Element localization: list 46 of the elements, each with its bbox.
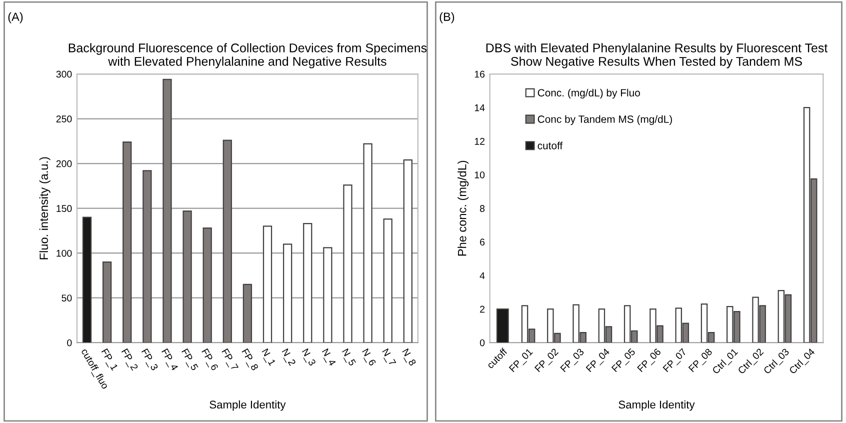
bar <box>142 170 152 343</box>
text: (A) <box>8 12 23 24</box>
y-tick-label: 300 <box>56 70 72 78</box>
x-tick-label: N_7 <box>380 348 396 368</box>
y-tick-label: 0 <box>480 339 485 346</box>
bar <box>262 226 272 343</box>
y-tick-label: 150 <box>56 205 72 212</box>
bar <box>343 184 352 343</box>
y-tick-label: 6 <box>480 238 485 246</box>
y-tick-label: 4 <box>480 272 485 279</box>
y-tick-label: 2 <box>480 306 484 313</box>
y-tick-label: 14 <box>474 104 485 112</box>
y-tick-label: 200 <box>56 160 72 168</box>
y-axis-title: Phe conc. (mg/dL) <box>458 160 469 256</box>
bar <box>496 308 509 343</box>
text: (B) <box>440 12 454 24</box>
bar <box>122 142 132 343</box>
x-axis-title: Sample Identity <box>618 400 695 411</box>
legend-label: cutoff <box>538 142 563 150</box>
bar <box>202 227 212 343</box>
y-tick-label: 250 <box>56 116 72 122</box>
bar <box>303 222 312 343</box>
y-tick-label: 8 <box>480 205 485 212</box>
legend-label: Conc by Tandem MS (mg/dL) <box>538 115 672 125</box>
y-tick-label: 0 <box>67 339 72 346</box>
y-tick-label: 16 <box>474 70 485 78</box>
chart-title: DBS with Elevated Phenylalanine Results by Fluorescent Test Show Negative Results When Tested by Tandem MS <box>486 43 828 68</box>
bar <box>242 284 252 343</box>
bar <box>182 210 192 343</box>
chart-title: Background Fluorescence of Collection Devices from Specimens with Elevated Phenylalanine and Negative Results <box>68 43 427 68</box>
bar <box>403 159 412 343</box>
legend-label: Conc. (mg/dL) by Fluo <box>538 88 640 99</box>
bar <box>383 218 392 343</box>
y-tick-label: 50 <box>62 294 72 302</box>
x-axis-title: Sample Identity <box>210 400 286 411</box>
y-tick-label: 100 <box>56 250 72 257</box>
bar <box>82 216 92 343</box>
y-axis-title: Fluo. intensity (a.u.) <box>39 157 50 260</box>
bar <box>162 78 172 343</box>
bar <box>323 247 332 343</box>
bar <box>222 140 232 343</box>
bar <box>363 143 372 343</box>
y-tick-label: 10 <box>474 171 485 178</box>
bar <box>283 244 292 343</box>
y-tick-label: 12 <box>474 138 484 145</box>
bar <box>102 261 112 343</box>
